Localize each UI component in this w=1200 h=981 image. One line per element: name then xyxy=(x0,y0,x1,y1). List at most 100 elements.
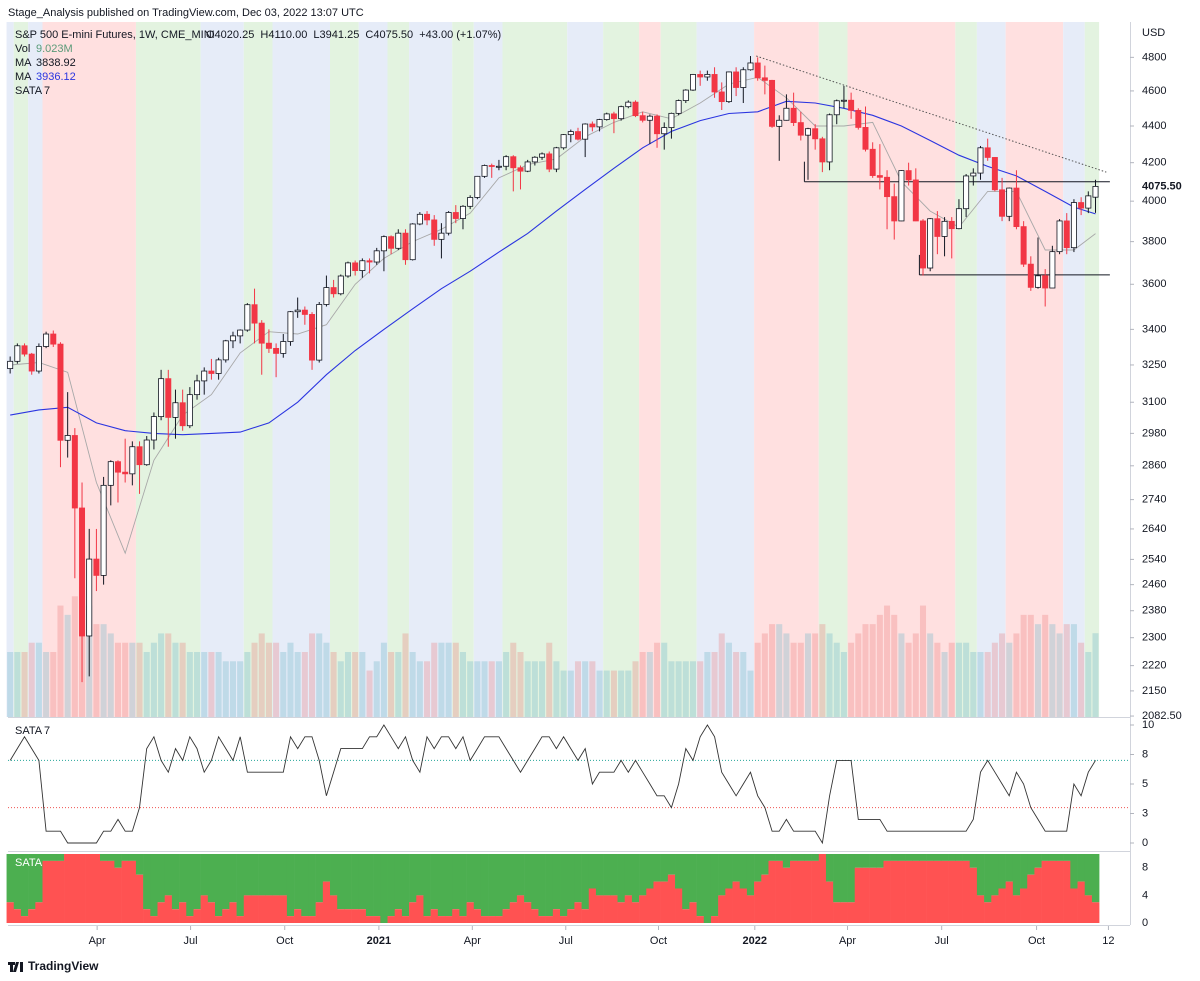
candle-body xyxy=(64,435,71,441)
candle-body xyxy=(330,287,337,295)
footer-logo xyxy=(8,962,23,972)
heatmap-positive xyxy=(660,854,669,882)
candle-body xyxy=(459,205,466,219)
volume-bar xyxy=(848,642,855,717)
y-tick-label: 2740 xyxy=(1142,494,1166,506)
candle-body xyxy=(1027,263,1034,288)
candle-body xyxy=(294,309,301,313)
stage-band xyxy=(409,22,453,717)
heatmap-negative xyxy=(531,909,539,923)
heatmap-positive xyxy=(718,854,726,896)
candle-body xyxy=(1063,220,1070,249)
heatmap-positive xyxy=(631,854,640,903)
candle-body xyxy=(704,74,711,78)
heatmap-negative xyxy=(660,881,669,923)
heatmap-positive xyxy=(488,854,496,917)
candle-body xyxy=(711,74,718,93)
y-tick-label: 2860 xyxy=(1142,460,1166,472)
heatmap-positive xyxy=(516,854,525,896)
heatmap-negative xyxy=(294,909,302,923)
chart-title: S&P 500 E-mini Futures, 1W, CME_MINI xyxy=(15,29,215,41)
volume-bar xyxy=(919,605,927,717)
heatmap-negative xyxy=(502,909,511,923)
stage-band xyxy=(955,22,977,717)
candle-body xyxy=(388,236,395,249)
candle-body xyxy=(646,115,653,121)
heatmap-negative xyxy=(1063,860,1071,923)
heatmap-negative xyxy=(171,909,180,923)
y-tick-label: 4600 xyxy=(1142,85,1166,97)
volume-bar xyxy=(826,633,833,717)
candle-body xyxy=(79,507,86,637)
candle-body xyxy=(57,343,64,441)
volume-bar xyxy=(474,661,481,717)
heatmap-positive xyxy=(811,854,820,861)
volume-bar xyxy=(395,652,402,717)
volume-bar xyxy=(1063,624,1070,717)
x-tick-label: Oct xyxy=(650,935,667,947)
volume-bar xyxy=(955,642,962,717)
legend-value: 3838.92 xyxy=(36,57,76,69)
heatmap-negative xyxy=(28,909,36,923)
candle-body xyxy=(733,71,740,88)
heatmap-positive xyxy=(897,854,906,861)
y-tick-label: 2540 xyxy=(1142,553,1166,565)
currency: USD xyxy=(1142,27,1165,39)
volume-bar xyxy=(380,642,387,717)
heatmap-positive xyxy=(1027,854,1035,875)
volume-bar xyxy=(668,661,675,717)
heatmap-positive xyxy=(725,854,733,889)
volume-bar xyxy=(373,661,380,717)
labels: Stage_Analysis published on TradingView.… xyxy=(8,7,1182,973)
volume-bar xyxy=(229,661,236,717)
volume-bar xyxy=(344,652,351,717)
volume-bar xyxy=(7,652,14,717)
heatmap-negative xyxy=(545,916,554,923)
heatmap-negative xyxy=(775,860,784,923)
heatmap-negative xyxy=(552,909,561,923)
heatmap-positive xyxy=(962,854,971,861)
heatmap-positive xyxy=(294,854,302,910)
volume-bar xyxy=(725,642,732,717)
legend-value: 7 xyxy=(44,85,50,97)
candle-body xyxy=(287,311,294,342)
heatmap-negative xyxy=(200,895,209,923)
candle-body xyxy=(452,212,459,219)
volume-bar xyxy=(1042,614,1049,717)
y-tick-label: 3100 xyxy=(1142,396,1166,408)
volume-bar xyxy=(64,614,71,717)
heatmap-positive xyxy=(624,854,633,896)
heatmap-positive xyxy=(1041,854,1050,861)
candle-body xyxy=(524,161,531,172)
heatmap-positive xyxy=(646,854,654,889)
candle-body xyxy=(244,304,251,331)
candle-body xyxy=(107,461,114,486)
volume-bar xyxy=(948,642,955,717)
heatmap-negative xyxy=(940,860,949,923)
heatmap-positive xyxy=(272,854,280,896)
heatmap-positive xyxy=(502,854,511,910)
heatmap-positive xyxy=(416,854,424,896)
candle-body xyxy=(848,99,855,111)
heatmap-name: SATA xyxy=(15,857,43,869)
candle-body xyxy=(273,347,280,354)
volume-bar xyxy=(531,661,538,717)
candle-body xyxy=(172,402,179,418)
heatmap-positive xyxy=(696,854,705,917)
heatmap-negative xyxy=(790,860,798,923)
heatmap-negative xyxy=(976,895,985,923)
heatmap-negative xyxy=(847,902,856,923)
legend-name: MA xyxy=(15,71,32,83)
candle-body xyxy=(855,109,862,128)
heatmap-negative xyxy=(768,860,776,923)
heatmap-negative xyxy=(459,916,467,923)
volume-bar xyxy=(222,661,229,717)
stage-band xyxy=(1063,22,1085,717)
candle-body xyxy=(424,213,431,221)
candle-body xyxy=(474,175,481,198)
heatmap-negative xyxy=(423,916,431,923)
heatmap-negative xyxy=(897,860,906,923)
heatmap-negative xyxy=(818,854,827,923)
candle-body xyxy=(610,113,617,120)
heatmap-positive xyxy=(847,854,856,903)
